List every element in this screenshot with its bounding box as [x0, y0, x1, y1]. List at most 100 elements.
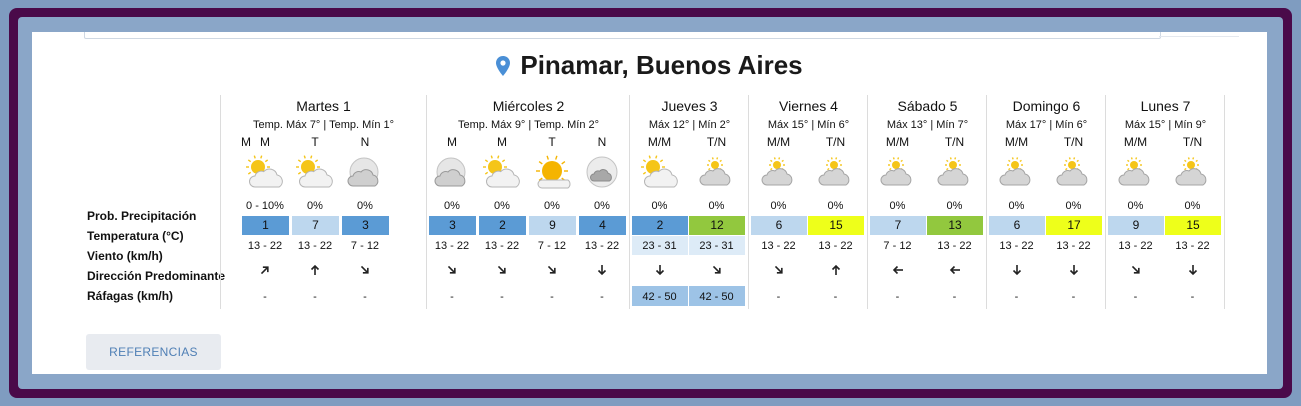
- wind-speed: 13 - 22: [1056, 240, 1091, 252]
- wind-speed: 7 - 12: [883, 240, 912, 252]
- table-right-border: [1224, 95, 1225, 309]
- period-label: T: [311, 135, 319, 149]
- night-cloudy-icon: [343, 155, 387, 196]
- period-label: M/M: [1123, 135, 1148, 149]
- period-column: T/N 0% 17 13 - 22 -: [1044, 95, 1103, 309]
- wind-speed: 13 - 22: [1118, 240, 1153, 252]
- south-east-arrow-icon: [711, 263, 723, 281]
- gust-speed: -: [952, 291, 957, 303]
- precip-prob: 0%: [444, 200, 460, 212]
- period-column: M/M 0% 6 13 - 22 -: [987, 95, 1046, 309]
- gust-speed: -: [500, 291, 504, 303]
- wind-highlight: [689, 236, 745, 255]
- wind-speed: 7 - 12: [350, 240, 380, 252]
- gust-speed: -: [363, 291, 367, 303]
- temperature-cell: 7: [292, 216, 339, 235]
- precip-prob: 0%: [494, 200, 510, 212]
- temperature-cell: 3: [342, 216, 389, 235]
- gust-speed: -: [1133, 291, 1138, 303]
- temperature-cell: 13: [927, 216, 983, 235]
- period-column: T/N 0% 15 13 - 22 -: [1163, 95, 1222, 309]
- period-column: M 0% 3 13 - 22 -: [427, 95, 477, 309]
- period-column: T/N 0% 13 13 - 22 -: [925, 95, 984, 309]
- period-label: T/N: [1182, 135, 1203, 149]
- gust-speed: -: [263, 291, 267, 303]
- day-column: Sábado 5 Máx 13° | Mín 7° M/M 0% 7 7 - 12…: [867, 95, 987, 309]
- day-temps: Máx 15° | Mín 6°: [767, 119, 850, 131]
- day-temps: Temp. Máx 7° | Temp. Mín 1°: [252, 119, 395, 131]
- wind-speed: 13 - 22: [247, 240, 283, 252]
- period-label: T/N: [825, 135, 846, 149]
- period-column: T 0% 7 13 - 22 -: [290, 95, 340, 309]
- day-name: Domingo 6: [1012, 98, 1081, 114]
- gust-highlight: [689, 286, 745, 306]
- wind-highlight: [632, 236, 688, 255]
- day-temps: Máx 12° | Mín 2°: [648, 119, 731, 131]
- day-column: Viernes 4 Máx 15° | Mín 6° M/M 0% 6 13 - …: [748, 95, 868, 309]
- wind-speed: 13 - 22: [297, 240, 333, 252]
- south-arrow-icon: [596, 263, 608, 281]
- temperature-cell: 1: [242, 216, 289, 235]
- wind-speed: 13 - 22: [1175, 240, 1210, 252]
- wind-speed: 23 - 31: [642, 240, 677, 252]
- gust-speed: 42 - 50: [642, 291, 677, 303]
- partly-cloudy-icon: [638, 155, 682, 196]
- south-arrow-icon: [1011, 263, 1023, 281]
- temperature-cell: 6: [751, 216, 807, 235]
- label-direction: Dirección Predominante: [87, 269, 226, 283]
- day-name: Miércoles 2: [492, 98, 565, 114]
- temperature-cell: 6: [989, 216, 1045, 235]
- wind-speed: 13 - 22: [761, 240, 796, 252]
- wind-speed: 13 - 22: [999, 240, 1034, 252]
- period-column: M 0% 2 13 - 22 -: [477, 95, 527, 309]
- wind-speed: 13 - 22: [484, 240, 520, 252]
- north-arrow-icon: [830, 263, 842, 281]
- gust-speed: -: [1190, 291, 1195, 303]
- precip-prob: 0%: [889, 200, 906, 212]
- temperature-cell: 12: [689, 216, 745, 235]
- location-pin-icon: [496, 52, 511, 83]
- night-cloudy-icon: [430, 155, 474, 196]
- period-label: M: [497, 135, 507, 149]
- partly-cloudy-icon: [480, 155, 524, 196]
- wind-speed: 7 - 12: [537, 240, 567, 252]
- location-title: Pinamar, Buenos Aires: [32, 50, 1267, 83]
- day-column: Miércoles 2 Temp. Máx 9° | Temp. Mín 2° M…: [426, 95, 630, 309]
- period-column: M/M 0% 2 23 - 31 42 - 50: [630, 95, 689, 309]
- period-column: N 0% 3 7 - 12 -: [340, 95, 390, 309]
- period-label: N: [360, 135, 370, 149]
- west-arrow-icon: [949, 263, 961, 281]
- precip-prob: 0%: [544, 200, 560, 212]
- cloudy-icon: [814, 155, 858, 196]
- wind-speed: 23 - 31: [699, 240, 734, 252]
- period-column: M/M 0% 9 13 - 22 -: [1106, 95, 1165, 309]
- cloudy-icon: [933, 155, 977, 196]
- day-temps: Máx 15° | Mín 9°: [1124, 119, 1207, 131]
- south-arrow-icon: [654, 263, 666, 281]
- day-temps: Temp. Máx 9° | Temp. Mín 2°: [457, 119, 600, 131]
- cloudy-icon: [995, 155, 1039, 196]
- period-column: M 0 - 10% 1 13 - 22 -: [240, 95, 290, 309]
- label-temp: Temperatura (°C): [87, 229, 184, 243]
- period-label: M/M: [647, 135, 672, 149]
- references-button[interactable]: REFERENCIAS: [86, 334, 221, 370]
- period-column: T 0% 9 7 - 12 -: [527, 95, 577, 309]
- south-arrow-icon: [1187, 263, 1199, 281]
- temperature-cell: 4: [579, 216, 626, 235]
- period-label: T/N: [944, 135, 965, 149]
- period-column: T/N 0% 15 13 - 22 -: [806, 95, 865, 309]
- day-column: Lunes 7 Máx 15° | Mín 9° M/M 0% 9 13 - 22…: [1105, 95, 1225, 309]
- precip-prob: 0%: [946, 200, 963, 212]
- period-column: N 0% 4 13 - 22 -: [577, 95, 627, 309]
- day-column: Martes 1 Temp. Máx 7° | Temp. Mín 1° M 0 …: [220, 95, 426, 309]
- partly-cloudy-icon: [243, 155, 287, 196]
- precip-prob: 0%: [1184, 200, 1201, 212]
- precip-prob: 0%: [357, 200, 373, 212]
- south-east-arrow-icon: [546, 263, 558, 281]
- cloudy-icon: [1114, 155, 1158, 196]
- period-label: M/M: [766, 135, 791, 149]
- temperature-cell: 17: [1046, 216, 1102, 235]
- south-east-arrow-icon: [773, 263, 785, 281]
- temperature-cell: 9: [1108, 216, 1164, 235]
- cloudy-icon: [1171, 155, 1215, 196]
